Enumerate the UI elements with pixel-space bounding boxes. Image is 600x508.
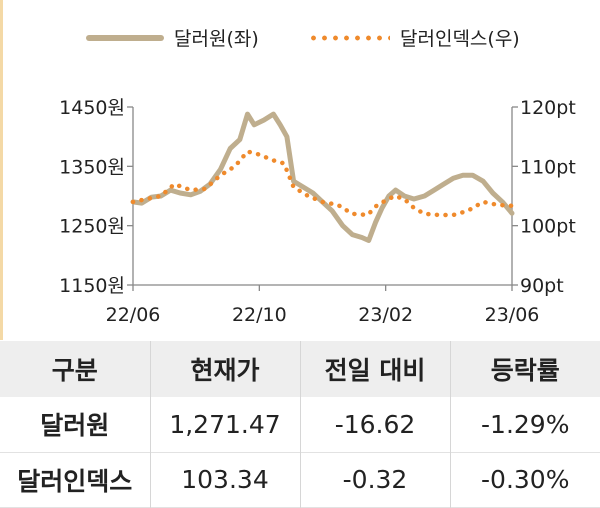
y-left-tick-label: 1250원 [59, 216, 125, 238]
left-accent-bar [0, 0, 3, 340]
quote-table: 구분 현재가 전일 대비 등락률 달러원 1,271.47 -16.62 -1.… [0, 341, 600, 508]
table-cell-change: -16.62 [300, 397, 451, 452]
x-tick-label: 22/06 [106, 304, 161, 326]
table-cell-name: 달러인덱스 [0, 452, 151, 507]
table-header-cell: 구분 [0, 341, 151, 397]
table-row: 달러원 1,271.47 -16.62 -1.29% [0, 397, 600, 452]
series-line-dollar-index [130, 149, 515, 218]
table-cell-price: 1,271.47 [150, 397, 301, 452]
chart-legend: 달러원(좌) 달러인덱스(우) [0, 24, 600, 58]
legend-item-dxy: 달러인덱스(우) [308, 24, 520, 51]
line-chart: 1450원 1350원 1250원 1150원 120pt 110pt 100pt 90pt 2… [59, 97, 576, 326]
legend-label-krw: 달러원(좌) [174, 28, 259, 50]
legend-swatch-krw [86, 34, 164, 41]
table-cell-change: -0.32 [300, 452, 451, 507]
x-tick-label: 23/02 [358, 304, 413, 326]
legend-swatch-dxy [308, 34, 390, 41]
legend-item-krw: 달러원(좌) [86, 24, 259, 51]
table-header-row: 구분 현재가 전일 대비 등락률 [0, 341, 600, 397]
table-header-cell: 현재가 [150, 341, 301, 397]
y-right-tick-label: 100pt [520, 216, 576, 238]
y-left-tick-label: 1450원 [59, 97, 125, 119]
table-cell-rate: -0.30% [481, 465, 570, 494]
chart-series [130, 111, 515, 243]
table-header-cell: 등락률 [490, 356, 560, 385]
y-right-tick-label: 110pt [520, 156, 576, 178]
table-row: 달러인덱스 103.34 -0.32 -0.30% [0, 452, 600, 507]
y-right-tick-label: 120pt [520, 97, 576, 119]
legend-label-dxy: 달러인덱스(우) [400, 28, 520, 50]
x-tick-label: 22/10 [232, 304, 287, 326]
y-left-tick-label: 1350원 [59, 156, 125, 178]
table-cell-rate: -1.29% [481, 409, 570, 439]
table-cell-name: 달러원 [0, 397, 151, 452]
x-tick-label: 23/06 [485, 304, 540, 326]
y-left-tick-label: 1150원 [59, 275, 125, 297]
table-cell-price: 103.34 [150, 452, 301, 507]
chart-tick-labels: 1450원 1350원 1250원 1150원 120pt 110pt 100pt 90pt 2… [59, 97, 576, 326]
y-right-tick-label: 90pt [520, 275, 564, 297]
chart-axes [127, 106, 518, 291]
series-line-usd-krw [130, 111, 515, 243]
table-header-cell: 전일 대비 [300, 341, 451, 397]
